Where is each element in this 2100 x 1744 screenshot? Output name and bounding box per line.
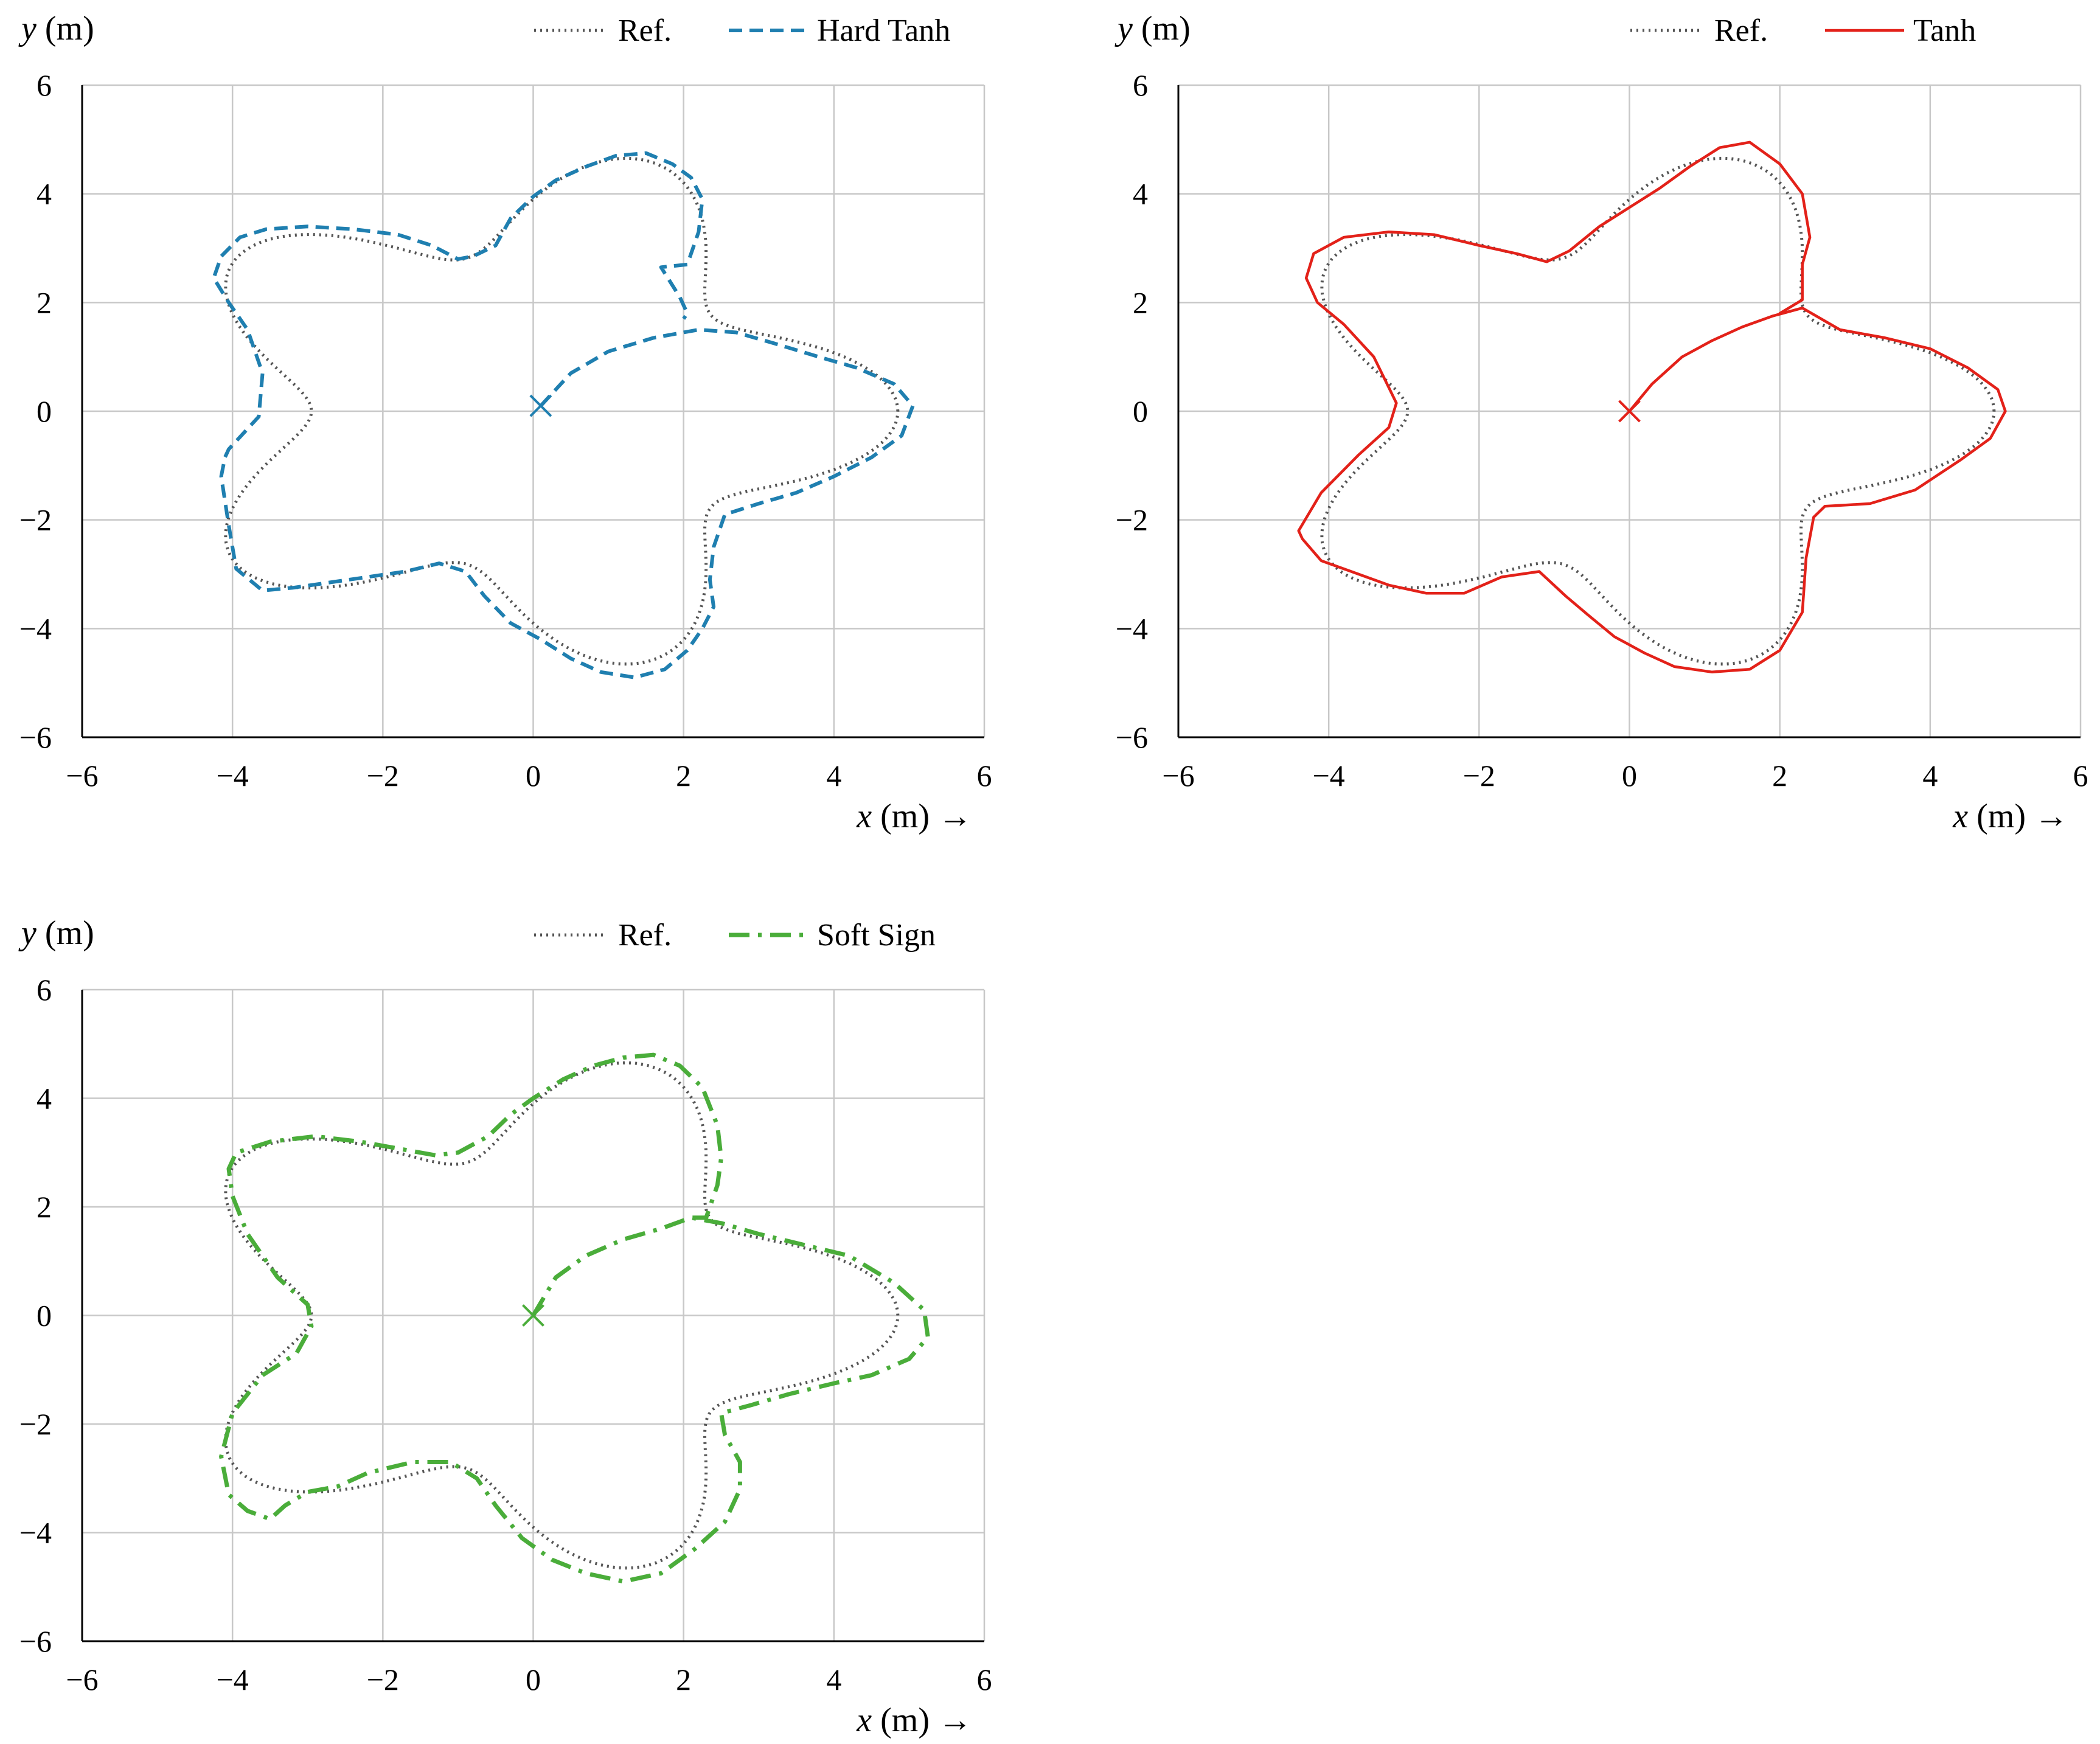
y-tick-label: −4 <box>19 1516 52 1550</box>
y-tick-label: 0 <box>37 1299 52 1333</box>
series-line-hard-tanh <box>212 151 915 679</box>
y-tick-label: −6 <box>19 720 52 754</box>
x-tick-label: −2 <box>1463 759 1495 793</box>
x-tick-label: 2 <box>676 759 691 793</box>
y-tick-label: −2 <box>1116 503 1148 537</box>
start-marker <box>522 1304 544 1327</box>
legend-label-ref: Ref. <box>618 13 672 48</box>
series-line-ref <box>224 1061 900 1570</box>
series-line-ref <box>224 156 900 666</box>
x-axis-label: x (m) → <box>1952 797 2068 835</box>
legend-label-series: Tanh <box>1913 13 1976 48</box>
start-marker <box>1618 400 1641 423</box>
y-axis-label: y (m) <box>1114 10 1191 47</box>
series-line-tanh <box>1297 141 2007 674</box>
legend-label-series: Soft Sign <box>817 918 936 953</box>
legend-label-ref: Ref. <box>1714 13 1768 48</box>
x-axis-label: x (m) → <box>856 797 972 835</box>
series-line-ref <box>1320 156 1996 666</box>
y-tick-label: 4 <box>37 1082 52 1116</box>
x-tick-label: 6 <box>977 759 992 793</box>
y-tick-label: −2 <box>19 1407 52 1441</box>
series-line-soft-sign <box>219 1052 930 1584</box>
x-tick-label: 2 <box>1772 759 1787 793</box>
legend: Ref. Hard Tanh <box>534 13 950 48</box>
y-tick-label: 2 <box>37 1190 52 1224</box>
start-marker-stroke <box>529 394 552 417</box>
start-marker-stroke <box>1618 400 1641 423</box>
y-tick-label: −6 <box>1116 720 1148 754</box>
chart-panel-3: −6 −4 −2 0 2 4 6 6 4 2 0 −2 −4 −6 y (m) x (m) → Ref. Soft… <box>18 914 992 1739</box>
y-tick-label: 6 <box>1133 68 1148 102</box>
x-tick-label: 4 <box>826 1662 841 1697</box>
x-tick-label: −6 <box>66 1662 98 1697</box>
x-tick-label: −4 <box>217 1662 249 1697</box>
chart-panel-1: −6 −4 −2 0 2 4 6 6 4 2 0 −2 −4 −6 y (m) x (m) → Ref. Hard… <box>18 10 992 835</box>
y-tick-label: 6 <box>37 973 52 1007</box>
y-tick-label: −4 <box>19 611 52 645</box>
x-tick-label: 2 <box>676 1662 691 1697</box>
y-tick-label: 6 <box>37 68 52 102</box>
x-axis-label: x (m) → <box>856 1701 972 1739</box>
x-tick-label: 0 <box>526 759 541 793</box>
y-tick-label: 2 <box>37 285 52 319</box>
x-tick-label: 0 <box>1622 759 1637 793</box>
y-tick-label: −4 <box>1116 611 1148 645</box>
x-tick-label: −6 <box>66 759 98 793</box>
x-tick-label: 0 <box>526 1662 541 1697</box>
legend: Ref. Tanh <box>1630 13 1976 48</box>
y-tick-label: 0 <box>1133 394 1148 428</box>
x-tick-label: −4 <box>1313 759 1345 793</box>
x-tick-label: −2 <box>367 1662 399 1697</box>
legend-label-series: Hard Tanh <box>817 13 950 48</box>
x-tick-label: −2 <box>367 759 399 793</box>
legend-label-ref: Ref. <box>618 918 672 953</box>
y-tick-label: 4 <box>37 177 52 211</box>
start-marker-stroke <box>522 1304 544 1327</box>
legend: Ref. Soft Sign <box>534 918 936 953</box>
x-tick-label: −6 <box>1162 759 1194 793</box>
x-tick-label: 4 <box>826 759 841 793</box>
y-tick-label: −2 <box>19 503 52 537</box>
x-tick-label: 6 <box>2073 759 2088 793</box>
x-tick-label: 6 <box>977 1662 992 1697</box>
y-axis-label: y (m) <box>18 10 94 47</box>
y-tick-label: 2 <box>1133 285 1148 319</box>
y-tick-label: 4 <box>1133 177 1148 211</box>
x-tick-label: 4 <box>1922 759 1938 793</box>
start-marker <box>529 394 552 417</box>
y-tick-label: 0 <box>37 394 52 428</box>
chart-panel-2: −6 −4 −2 0 2 4 6 6 4 2 0 −2 −4 −6 y (m) x (m) → Ref. Tanh <box>1114 10 2088 835</box>
x-tick-label: −4 <box>217 759 249 793</box>
y-tick-label: −6 <box>19 1624 52 1658</box>
y-axis-label: y (m) <box>18 914 94 952</box>
